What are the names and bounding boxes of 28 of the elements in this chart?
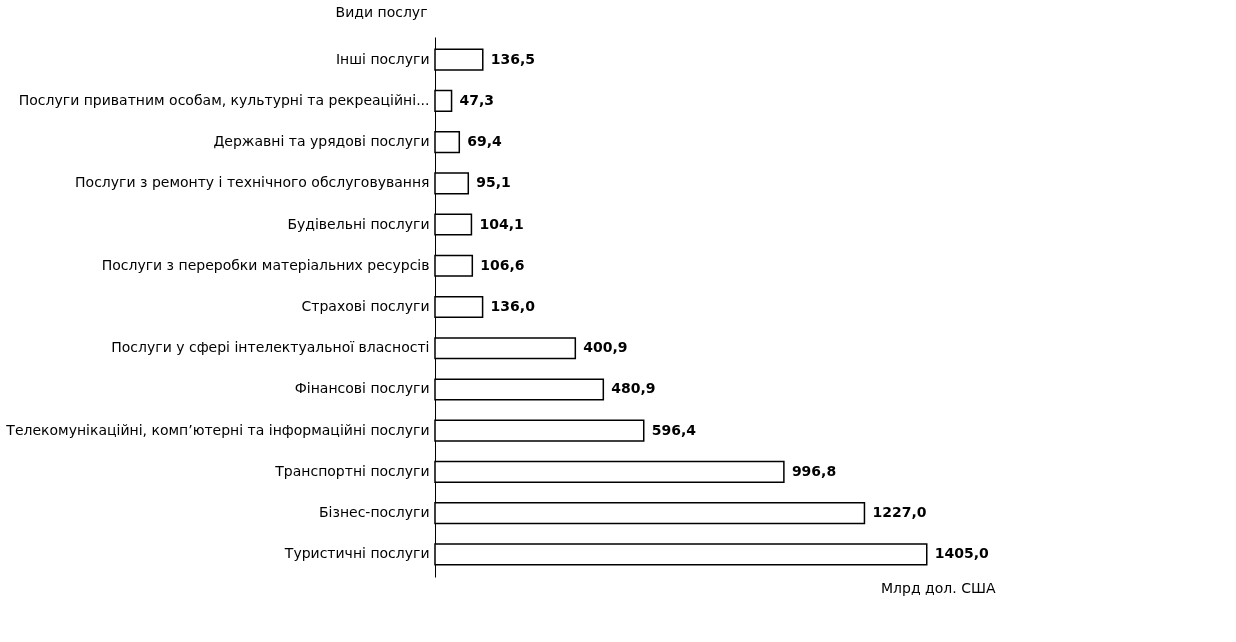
data-label: 596,4 [651,421,697,438]
y-tick-label: Бізнес-послуги [318,504,430,521]
y-tick-label: Інші послуги [335,50,430,67]
data-label: 996,8 [791,462,837,479]
y-tick-label: Фінансові послуги [294,380,430,397]
data-label: 1227,0 [872,504,927,521]
y-tick-label: Телекомунікаційні, комп’ютерні та інформаційні послуги [5,421,430,438]
y-tick-label: Послуги у сфері інтелектуальної власності [111,339,430,356]
y-tick-label: Страхові послуги [301,298,430,314]
data-label: 136,5 [490,50,536,67]
data-label: 136,0 [490,298,536,314]
y-tick-label: Транспортні послуги [274,462,430,479]
x-axis-title: Млрд дол. США [881,579,996,596]
y-tick-label: Послуги з ремонту і технічного обслуговування [75,174,430,191]
data-label: 480,9 [611,380,656,397]
data-label: 95,1 [476,174,511,191]
y-tick-label: Державні та урядові послуги [213,133,430,150]
data-label: 400,9 [583,339,628,356]
y-tick-label: Будівельні послуги [287,215,430,232]
y-axis-title: Види послуг [335,3,428,20]
y-tick-label: Послуги з переробки матеріальних ресурсів [101,256,430,273]
data-label: 106,6 [480,256,525,273]
data-label: 69,4 [467,133,503,150]
data-label: 104,1 [479,215,524,232]
data-label: 47,3 [459,91,495,108]
y-tick-label: Туристичні послуги [283,545,430,562]
data-label: 1405,0 [934,545,990,562]
y-tick-label: Послуги приватним особам, культурні та рекреаційні... [18,91,430,108]
